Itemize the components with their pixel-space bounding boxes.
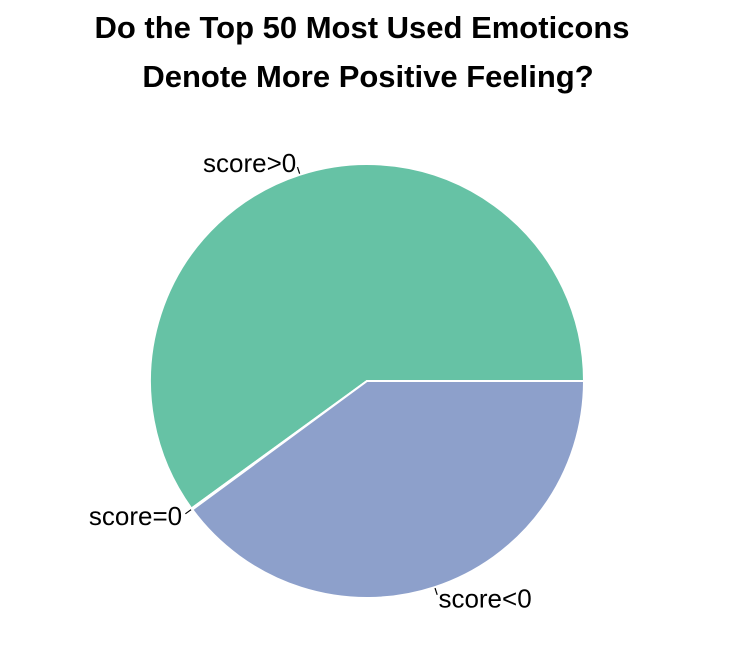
pie-slice-label-1: score=0	[89, 501, 182, 531]
pie-labels: score>0 score=0 score<0	[89, 148, 532, 613]
chart-title-line-2: Denote More Positive Feeling?	[142, 59, 593, 94]
pie-leader-line-0	[296, 166, 301, 174]
pie-slice-label-2: score<0	[438, 584, 531, 614]
pie-slice-2	[190, 380, 586, 599]
pie-slice-0	[149, 163, 586, 510]
pie-leader-line-1	[185, 509, 192, 515]
pie-slice-label-0: score>0	[203, 148, 296, 178]
chart-title-line-1: Do the Top 50 Most Used Emoticons	[94, 10, 629, 45]
pie-slices	[149, 163, 586, 599]
pie-leader-line-2	[434, 587, 438, 595]
